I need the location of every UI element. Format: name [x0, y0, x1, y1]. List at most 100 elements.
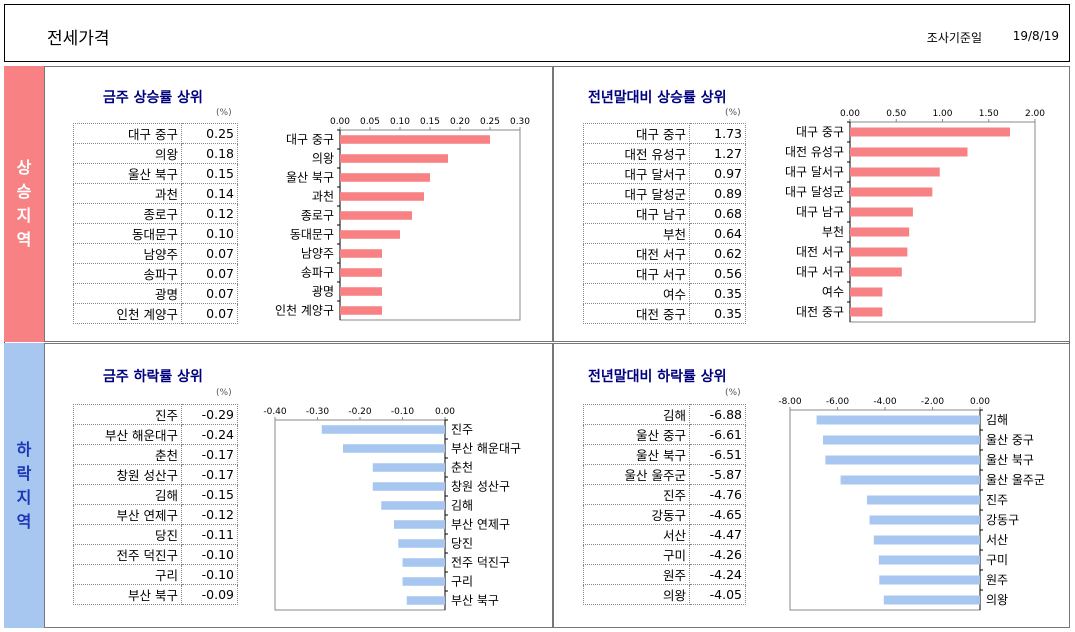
x-tick-label: 1.50	[979, 109, 999, 119]
x-tick-label: 0.00	[840, 109, 860, 119]
bar	[850, 287, 883, 297]
x-tick-label: 2.00	[1025, 109, 1045, 119]
x-tick-label: -4.00	[873, 397, 897, 407]
rate-value-cell: -6.51	[689, 444, 746, 465]
region-name-cell: 동대문구	[73, 223, 182, 244]
bar	[340, 230, 400, 239]
region-name-cell: 인천 계양구	[73, 303, 182, 324]
category-label: 대전 서구	[796, 245, 844, 259]
bar	[840, 475, 980, 485]
table-row: 종로구 0.12	[73, 203, 238, 224]
x-tick-label: 0.00	[435, 407, 455, 417]
band-char: 역	[16, 511, 32, 531]
panel-title-weekly-down: 금주 하락률 상위	[103, 369, 203, 385]
rate-value-cell: -6.88	[689, 404, 746, 425]
table-row: 대전 서구 0.62	[583, 243, 746, 264]
band-char: 승	[16, 182, 32, 201]
band-char: 지	[16, 487, 32, 507]
category-label: 부산 북구	[451, 594, 499, 608]
category-label: 종로구	[301, 209, 334, 223]
rate-value-cell: -4.47	[689, 524, 746, 545]
table-row: 김해 -6.88	[583, 404, 746, 425]
bar	[321, 425, 445, 434]
unit-label-yearly-up: (%)	[725, 108, 741, 118]
category-label: 대전 유성구	[785, 145, 844, 159]
category-label: 대구 중구	[286, 133, 334, 147]
bar	[850, 307, 883, 317]
category-label: 전주 덕진구	[451, 556, 510, 570]
bar	[402, 577, 445, 586]
x-tick-label: -0.10	[391, 407, 415, 417]
category-label: 구미	[986, 553, 1008, 567]
bar	[850, 147, 968, 157]
rate-value-cell: 0.64	[689, 223, 746, 244]
category-label: 당진	[451, 537, 473, 551]
category-label: 인천 계양구	[275, 303, 334, 318]
survey-date-label: 조사기준일	[926, 31, 982, 45]
region-name-cell: 춘천	[73, 444, 182, 465]
bar	[394, 520, 445, 529]
page-title: 전세가격	[47, 29, 110, 49]
bar	[340, 268, 382, 277]
region-name-cell: 종로구	[73, 203, 182, 224]
rate-value-cell: 0.10	[181, 223, 238, 244]
table-row: 대구 중구 0.25	[73, 123, 238, 144]
table-row: 당진 -0.11	[73, 524, 238, 545]
table-row: 진주 -4.76	[583, 484, 746, 505]
table-row: 춘천 -0.17	[73, 444, 238, 465]
category-label: 대구 서구	[796, 265, 844, 279]
category-label: 동대문구	[290, 228, 334, 242]
rate-value-cell: 0.35	[689, 283, 746, 304]
bar	[402, 558, 445, 567]
table-row: 원주 -4.24	[583, 564, 746, 585]
table-row: 동대문구 0.10	[73, 223, 238, 244]
table-row: 울산 북구 -6.51	[583, 444, 746, 465]
bar	[850, 127, 1011, 137]
rate-value-cell: -5.87	[689, 464, 746, 485]
rate-value-cell: -4.24	[689, 564, 746, 585]
bar	[340, 173, 430, 182]
category-label: 진주	[451, 423, 473, 437]
table-yearly-down: 김해 -6.88 울산 중구 -6.61 울산 북구 -6.51 울산 울주군 -5.87 진주…	[583, 404, 746, 605]
rate-value-cell: -4.76	[689, 484, 746, 505]
bar	[340, 135, 490, 144]
rate-value-cell: -0.09	[181, 584, 238, 605]
region-name-cell: 대전 중구	[583, 303, 690, 324]
rate-value-cell: 0.89	[689, 183, 746, 204]
x-tick-label: 0.25	[480, 117, 500, 127]
rate-value-cell: 0.18	[181, 143, 238, 164]
region-name-cell: 대구 중구	[73, 123, 182, 144]
band-char: 하	[16, 439, 32, 459]
x-tick-label: 0.00	[330, 117, 350, 127]
table-row: 여수 0.35	[583, 283, 746, 304]
region-name-cell: 대구 중구	[583, 123, 690, 144]
region-name-cell: 진주	[73, 404, 182, 425]
rate-value-cell: -0.29	[181, 404, 238, 425]
table-weekly-up: 대구 중구 0.25 의왕 0.18 울산 북구 0.15 과천 0.14 종로구 0.12 동대문…	[73, 123, 238, 324]
table-row: 대구 중구 1.73	[583, 123, 746, 144]
rate-value-cell: 0.07	[181, 303, 238, 324]
region-name-cell: 송파구	[73, 263, 182, 284]
region-name-cell: 대구 남구	[583, 203, 690, 224]
region-name-cell: 부산 해운대구	[73, 424, 182, 445]
x-tick-label: 0.10	[390, 117, 410, 127]
rate-value-cell: -0.10	[181, 564, 238, 585]
table-row: 의왕 0.18	[73, 143, 238, 164]
region-name-cell: 울산 북구	[73, 163, 182, 184]
rate-value-cell: 0.62	[689, 243, 746, 264]
region-name-cell: 서산	[583, 524, 690, 545]
table-row: 창원 성산구 -0.17	[73, 464, 238, 485]
bar	[340, 211, 412, 220]
table-row: 부산 북구 -0.09	[73, 584, 238, 605]
table-row: 울산 중구 -6.61	[583, 424, 746, 445]
rate-value-cell: 1.73	[689, 123, 746, 144]
bar	[883, 595, 980, 605]
x-tick-label: 0.00	[970, 397, 990, 407]
region-name-cell: 김해	[73, 484, 182, 505]
panel-title-yearly-down: 전년말대비 하락률 상위	[588, 369, 727, 385]
